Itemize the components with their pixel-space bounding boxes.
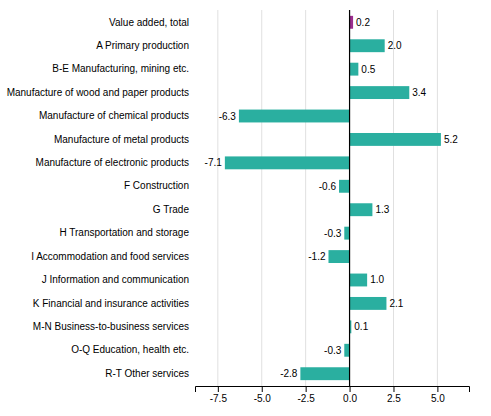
- x-tick-mark: [437, 386, 438, 392]
- data-label: -1.2: [308, 251, 326, 262]
- y-tick: F Construction: [124, 180, 189, 191]
- x-tick: -7.5: [210, 386, 228, 404]
- zero-line: [349, 10, 350, 386]
- x-tick-label: 5.0: [431, 393, 445, 404]
- grid-line: [437, 10, 438, 386]
- data-label: 0.5: [361, 64, 375, 75]
- x-tick-label: 2.5: [387, 393, 401, 404]
- data-label: -0.6: [319, 181, 337, 192]
- grid-line: [349, 10, 350, 386]
- y-tick: I Accommodation and food services: [31, 251, 189, 262]
- y-tick: B-E Manufacturing, mining etc.: [52, 63, 189, 74]
- data-labels: -2.8 -0.3 0.1 2.1 1.0 -1.2 -0.3 1.3 -0.6 -7.1 5.2 -…: [205, 17, 459, 379]
- data-label: -7.1: [205, 157, 223, 168]
- x-tick: 0.0: [343, 386, 357, 404]
- y-tick-label: I Accommodation and food services: [31, 251, 189, 262]
- data-label: -0.3: [324, 228, 342, 239]
- bars: [225, 16, 441, 380]
- y-tick-label: O-Q Education, health etc.: [71, 344, 189, 355]
- bar: [328, 250, 349, 263]
- data-label: 1.0: [370, 274, 384, 285]
- y-tick: A Primary production: [96, 40, 189, 51]
- data-label: -0.3: [324, 345, 342, 356]
- bar: [350, 297, 387, 310]
- bar: [350, 86, 410, 99]
- y-tick-label: Value added, total: [109, 16, 189, 27]
- x-tick: 2.5: [387, 386, 401, 404]
- y-tick-label: B-E Manufacturing, mining etc.: [52, 63, 189, 74]
- data-label: 2.1: [389, 298, 403, 309]
- grid-line: [393, 10, 394, 386]
- y-tick: J Information and communication: [42, 274, 189, 285]
- x-axis: -7.5 -5.0 -2.5 0.0 2.5 5.0: [196, 386, 470, 404]
- bar: [350, 63, 359, 76]
- x-tick: -5.0: [254, 386, 272, 404]
- x-tick-mark: [350, 386, 351, 392]
- x-tick-label: 0.0: [343, 393, 357, 404]
- data-label: 1.3: [375, 204, 389, 215]
- bar: [350, 274, 368, 287]
- data-label: 0.1: [354, 321, 368, 332]
- x-tick: -2.5: [298, 386, 316, 404]
- data-label: -6.3: [219, 111, 237, 122]
- y-tick: O-Q Education, health etc.: [71, 344, 189, 355]
- bar: [350, 133, 441, 146]
- y-axis: R-T Other services O-Q Education, health …: [7, 16, 190, 378]
- bar: [350, 203, 373, 216]
- y-tick-label: F Construction: [124, 180, 189, 191]
- chart: -7.5 -5.0 -2.5 0.0 2.5 5.0 R-T Other services O…: [0, 0, 491, 416]
- y-tick: R-T Other services: [105, 368, 189, 379]
- bar: [350, 39, 385, 52]
- bar: [344, 344, 349, 357]
- x-tick-mark: [262, 386, 263, 392]
- plot: -7.5 -5.0 -2.5 0.0 2.5 5.0 R-T Other services O…: [7, 10, 470, 404]
- grid-line: [305, 10, 306, 386]
- y-tick: G Trade: [153, 204, 190, 215]
- x-tick-label: -2.5: [298, 393, 316, 404]
- y-tick: H Transportation and storage: [59, 227, 189, 238]
- y-tick-label: Manufacture of wood and paper products: [7, 87, 189, 98]
- data-label: 2.0: [388, 40, 402, 51]
- x-tick-label: -5.0: [254, 393, 272, 404]
- y-tick-label: Manufacture of electronic products: [36, 157, 189, 168]
- y-tick: Manufacture of chemical products: [39, 110, 189, 121]
- y-tick: Manufacture of metal products: [54, 134, 189, 145]
- y-tick-label: H Transportation and storage: [59, 227, 189, 238]
- y-tick: Value added, total: [109, 16, 189, 27]
- bar: [300, 367, 349, 380]
- data-label: 0.2: [356, 17, 370, 28]
- grid-line: [217, 10, 218, 386]
- data-label: 5.2: [444, 134, 458, 145]
- y-tick-label: K Financial and insurance activities: [33, 298, 189, 309]
- y-tick-label: G Trade: [153, 204, 190, 215]
- x-tick-mark: [306, 386, 307, 392]
- y-tick: M-N Business-to-business services: [33, 321, 189, 332]
- y-tick-label: R-T Other services: [105, 368, 189, 379]
- grid: [218, 10, 438, 386]
- x-tick-mark: [218, 386, 219, 392]
- y-tick: Manufacture of wood and paper products: [7, 87, 189, 98]
- grid-line: [261, 10, 262, 386]
- y-tick: K Financial and insurance activities: [33, 298, 189, 309]
- x-tick: 5.0: [431, 386, 445, 404]
- x-axis-line: [196, 387, 470, 393]
- bar: [344, 227, 349, 240]
- bar: [239, 110, 350, 123]
- data-label: 3.4: [412, 87, 426, 98]
- y-tick-label: A Primary production: [96, 40, 189, 51]
- x-tick-mark: [393, 386, 394, 392]
- y-tick-label: M-N Business-to-business services: [33, 321, 189, 332]
- bar: [339, 180, 350, 193]
- y-tick-label: Manufacture of metal products: [54, 134, 189, 145]
- y-tick-label: J Information and communication: [42, 274, 189, 285]
- y-tick-label: Manufacture of chemical products: [39, 110, 189, 121]
- data-label: -2.8: [280, 368, 298, 379]
- x-tick-label: -7.5: [210, 393, 228, 404]
- bar: [225, 156, 350, 169]
- y-tick: Manufacture of electronic products: [36, 157, 189, 168]
